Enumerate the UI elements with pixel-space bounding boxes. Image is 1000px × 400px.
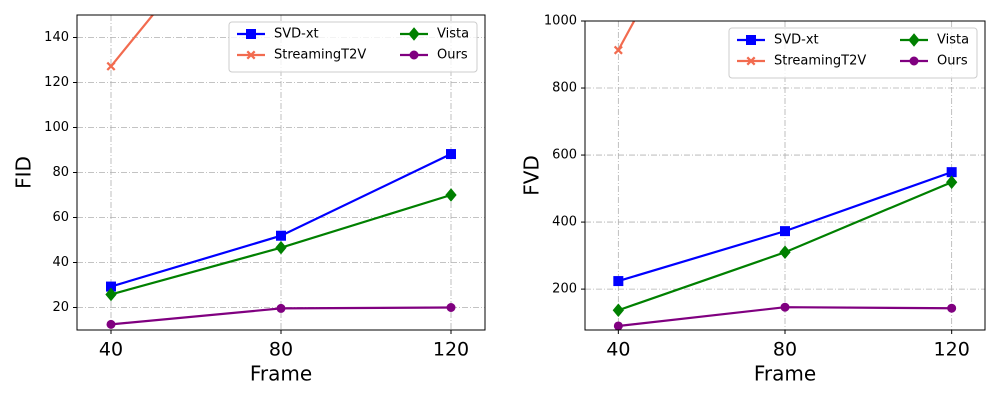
y-tick-label: 400 [552, 215, 577, 230]
marker [276, 230, 286, 241]
legend-label: Ours [937, 54, 968, 69]
axes-frame [584, 20, 986, 331]
marker [780, 226, 790, 237]
y-tick-label: 120 [44, 75, 69, 90]
legend-marker [246, 50, 256, 60]
marker [780, 302, 790, 312]
legend-label: SVD-xt [774, 33, 819, 48]
legend-marker [409, 50, 419, 60]
legend-marker [746, 56, 756, 66]
y-tick-label: 100 [44, 120, 69, 135]
x-tick-label: 40 [606, 339, 630, 361]
plot-area [612, 21, 958, 330]
marker [106, 319, 116, 329]
x-tick-label: 80 [269, 339, 293, 361]
legend-label: Vista [937, 33, 969, 48]
marker [947, 303, 957, 313]
y-tick-label: 140 [44, 30, 69, 45]
marker [946, 167, 957, 178]
marker [446, 149, 456, 160]
y-tick-label: 1000 [544, 14, 577, 29]
y-axis-label: FID [12, 156, 36, 189]
legend-label: StreamingT2V [274, 48, 366, 63]
legend-marker [908, 33, 920, 47]
y-tick-label: 600 [552, 148, 577, 163]
legend-label: StreamingT2V [774, 54, 866, 69]
y-tick-label: 40 [52, 255, 69, 270]
legend-marker [408, 27, 420, 41]
marker [946, 175, 958, 189]
x-tick-label: 40 [99, 339, 123, 361]
marker [106, 61, 116, 71]
legend-marker [909, 56, 919, 66]
x-tick-label: 80 [773, 339, 797, 361]
legend-label: Ours [437, 48, 468, 63]
y-tick-label: 60 [52, 210, 69, 225]
marker [276, 303, 286, 313]
x-axis-label: Frame [754, 362, 816, 386]
marker [613, 276, 624, 287]
marker [613, 321, 623, 330]
marker [612, 303, 624, 318]
marker [446, 303, 456, 312]
x-axis-label: Frame [250, 362, 312, 386]
marker [105, 287, 117, 302]
x-tick-label: 120 [433, 339, 469, 361]
marker [445, 188, 457, 202]
legend-marker [746, 35, 756, 45]
y-tick-label: 200 [552, 282, 577, 297]
legend-label: Vista [437, 27, 469, 42]
plot-area [105, 15, 457, 329]
legend-marker [246, 29, 256, 39]
marker [275, 240, 287, 255]
y-tick-label: 20 [52, 300, 69, 315]
legend-label: SVD-xt [274, 27, 319, 42]
y-tick-label: 80 [52, 165, 69, 180]
marker [613, 45, 623, 55]
y-tick-label: 800 [552, 81, 577, 96]
x-tick-label: 120 [934, 339, 970, 361]
y-axis-label: FVD [520, 155, 544, 196]
axes-frame [76, 14, 486, 331]
marker [779, 245, 791, 260]
